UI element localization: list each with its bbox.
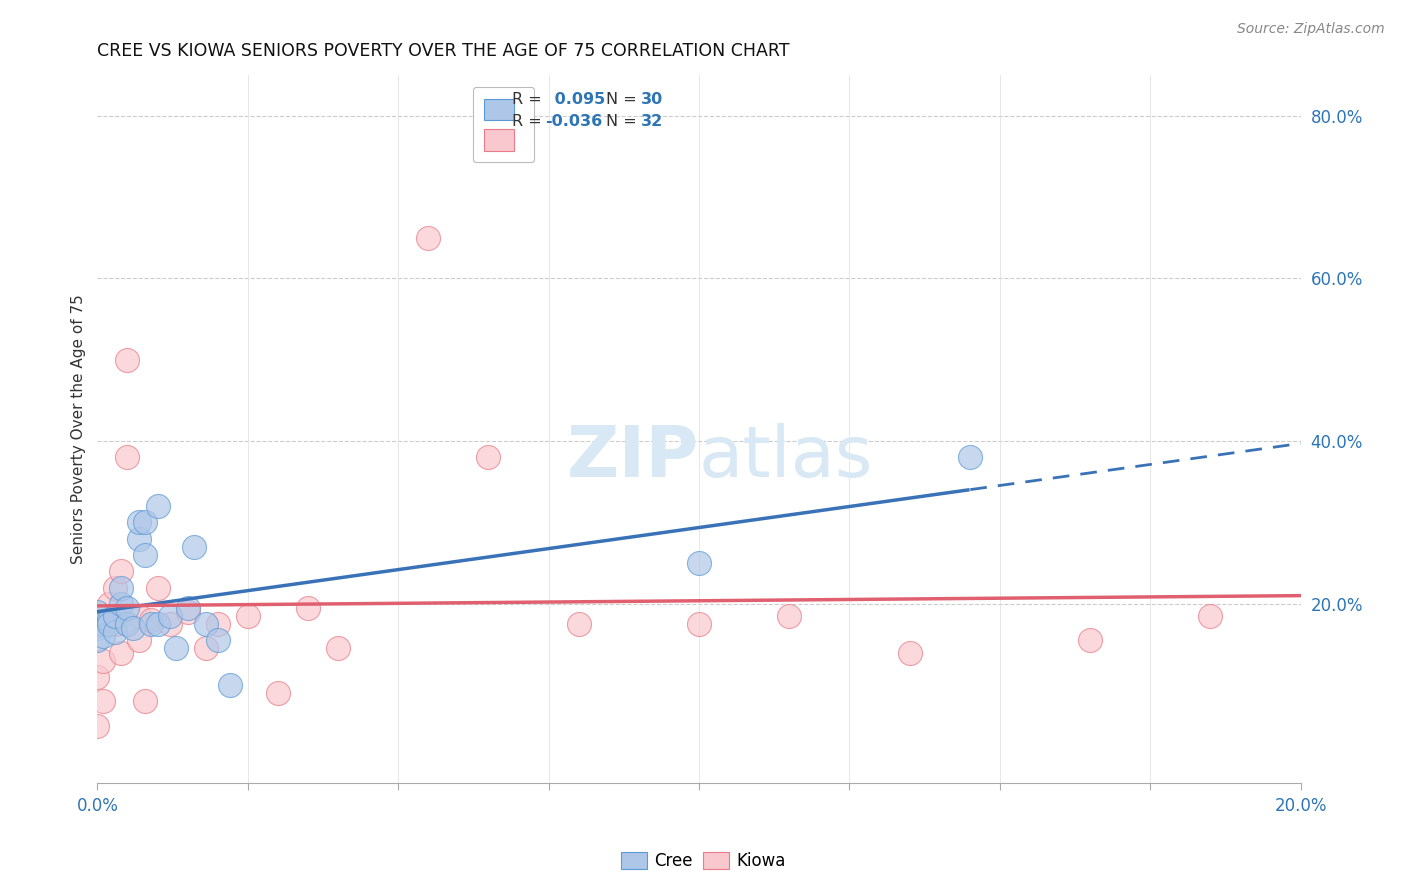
Point <box>146 617 169 632</box>
Text: R =: R = <box>513 93 543 107</box>
Point <box>110 564 132 578</box>
Point <box>194 617 217 632</box>
Point <box>128 633 150 648</box>
Point <box>778 609 800 624</box>
Point <box>128 516 150 530</box>
Point <box>104 625 127 640</box>
Text: N =: N = <box>606 93 637 107</box>
Point <box>898 646 921 660</box>
Point <box>141 613 163 627</box>
Point <box>236 609 259 624</box>
Point <box>104 581 127 595</box>
Point <box>159 609 181 624</box>
Point <box>93 629 115 643</box>
Text: CREE VS KIOWA SENIORS POVERTY OVER THE AGE OF 75 CORRELATION CHART: CREE VS KIOWA SENIORS POVERTY OVER THE A… <box>97 42 790 60</box>
Point <box>146 581 169 595</box>
Point <box>93 694 115 708</box>
Point <box>134 516 156 530</box>
Point <box>104 609 127 624</box>
Point <box>959 450 981 465</box>
Point <box>110 597 132 611</box>
Point <box>86 633 108 648</box>
Text: 32: 32 <box>641 113 664 128</box>
Point <box>104 617 127 632</box>
Text: Source: ZipAtlas.com: Source: ZipAtlas.com <box>1237 22 1385 37</box>
Text: atlas: atlas <box>699 423 873 491</box>
Point <box>117 600 139 615</box>
Point <box>128 609 150 624</box>
Point <box>117 450 139 465</box>
Point <box>98 617 121 632</box>
Text: 0.095: 0.095 <box>548 93 605 107</box>
Point <box>86 670 108 684</box>
Point <box>93 617 115 632</box>
Point <box>93 654 115 668</box>
Legend: , : , <box>472 87 534 162</box>
Point <box>207 617 229 632</box>
Point <box>86 719 108 733</box>
Point <box>176 605 198 619</box>
Point <box>98 613 121 627</box>
Point <box>688 556 710 570</box>
Point <box>267 686 290 700</box>
Point <box>1199 609 1222 624</box>
Point <box>568 617 591 632</box>
Point <box>194 641 217 656</box>
Point <box>418 231 440 245</box>
Legend: Cree, Kiowa: Cree, Kiowa <box>614 845 792 877</box>
Point <box>688 617 710 632</box>
Point <box>128 532 150 546</box>
Text: ZIP: ZIP <box>567 423 699 491</box>
Point <box>165 641 187 656</box>
Y-axis label: Seniors Poverty Over the Age of 75: Seniors Poverty Over the Age of 75 <box>72 294 86 564</box>
Point <box>134 694 156 708</box>
Point <box>477 450 499 465</box>
Point <box>86 621 108 635</box>
Point <box>141 617 163 632</box>
Point <box>86 605 108 619</box>
Point <box>146 499 169 513</box>
Text: R =: R = <box>513 113 543 128</box>
Point <box>134 548 156 562</box>
Text: 30: 30 <box>641 93 664 107</box>
Point <box>110 581 132 595</box>
Point <box>122 621 145 635</box>
Point <box>117 352 139 367</box>
Point <box>183 540 205 554</box>
Point <box>117 617 139 632</box>
Point <box>326 641 349 656</box>
Point <box>207 633 229 648</box>
Point <box>159 617 181 632</box>
Point <box>110 646 132 660</box>
Text: N =: N = <box>606 113 637 128</box>
Point <box>297 600 319 615</box>
Point <box>176 600 198 615</box>
Point <box>1078 633 1101 648</box>
Text: -0.036: -0.036 <box>546 113 602 128</box>
Point <box>218 678 240 692</box>
Point <box>98 597 121 611</box>
